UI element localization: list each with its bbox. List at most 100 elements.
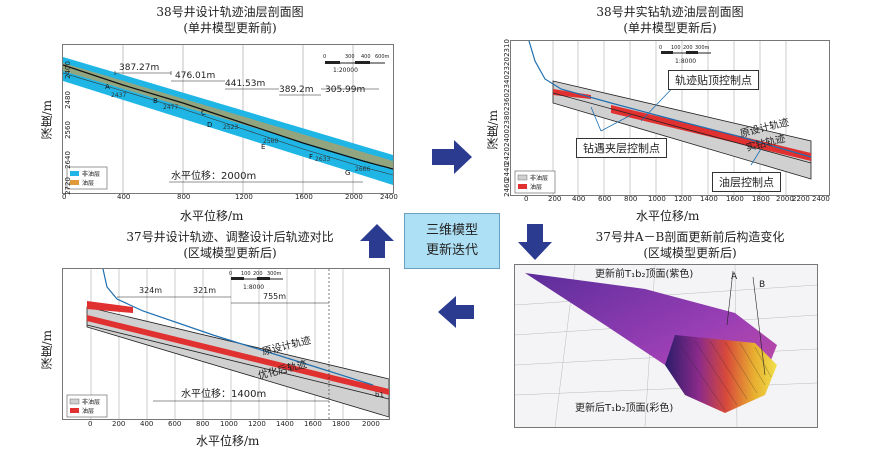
arrow-down-icon xyxy=(518,224,552,260)
tr-xtick: 1800 xyxy=(752,195,770,203)
tr-scale-tick-2: 200 xyxy=(683,45,693,51)
tl-annotation: 水平位移：2000m xyxy=(171,169,256,182)
br-top-label: 更新前T₁b₂顶面(紫色) xyxy=(595,267,693,280)
tr-xtick: 2000 xyxy=(776,195,794,203)
top-right-y-ticks: 2310 2320 2340 2360 2380 2400 2420 2440 … xyxy=(498,39,511,197)
bl-scale-tick-0: 0 xyxy=(229,271,232,277)
br-point-b: B xyxy=(759,280,765,290)
tr-ytick: 2460 xyxy=(502,179,511,197)
tl-point-d: D xyxy=(207,121,212,129)
seg5: 305.99m xyxy=(325,85,365,95)
tr-xtick: 1000 xyxy=(648,195,666,203)
bl-seg1: 324m xyxy=(139,286,162,295)
tr-scale-tick-0: 0 xyxy=(659,45,662,51)
tl-scale-tick-0: 0 xyxy=(323,54,326,60)
bl-xtick: 1600 xyxy=(304,420,322,428)
top-left-chart: 387.27m 476.01m 441.53m 389.2m 305.99m 2… xyxy=(62,44,394,194)
tr-xtick: 2400 xyxy=(812,195,830,203)
tr-scale: 1:8000 xyxy=(675,58,696,65)
tr-legend-nonoil: 非油层 xyxy=(530,174,548,182)
bottom-left-y-axis-title: 深度/m xyxy=(40,330,54,370)
tl-xtick: 0 xyxy=(62,193,67,201)
tl-xtick: 1600 xyxy=(295,193,313,201)
bl-xtick: 400 xyxy=(140,420,154,428)
callout-top-control: 轨迹贴顶控制点 xyxy=(668,70,759,90)
bl-seg2: 321m xyxy=(193,286,216,295)
bl-legend: 非油层 油层 xyxy=(66,394,108,418)
tl-depth-4: 2560 xyxy=(263,138,278,145)
tr-xtick: 400 xyxy=(572,195,586,203)
bl-scale: 1:8000 xyxy=(243,284,264,291)
br-bottom-label: 更新后T₁b₂顶面(彩色) xyxy=(575,401,673,414)
tr-oil-band xyxy=(611,105,811,161)
bottom-left-chart: 324m 321m 755m 原设计轨迹 优化后轨迹 b1 水平位移：1400m… xyxy=(62,268,390,420)
tl-depth-1: 2437 xyxy=(111,92,126,99)
bl-xtick: 1000 xyxy=(220,420,238,428)
tr-scale-tick-3: 300m xyxy=(695,45,710,51)
tl-scale: 1:20000 xyxy=(333,67,358,74)
tr-ytick: 2310 xyxy=(502,39,511,57)
tl-depth-2: 2477 xyxy=(163,104,178,111)
seg2: 476.01m xyxy=(175,71,215,81)
bl-xtick: 0 xyxy=(88,420,93,428)
top-right-svg: 原设计轨迹 实钻轨迹 1:8000 0 100 200 300m 非油层 油层 xyxy=(514,40,812,195)
tl-scale-tick-3: 600m xyxy=(375,54,390,60)
tl-depth-6: 2666 xyxy=(355,166,370,173)
tl-legend: 非油层 油层 xyxy=(66,166,108,190)
bl-xtick: 800 xyxy=(196,420,210,428)
tr-xtick: 2200 xyxy=(792,195,810,203)
top-left-cyan-band xyxy=(63,57,393,185)
tl-ytick: 2560 xyxy=(63,121,72,139)
bottom-right-title: 37号井A－B剖面更新前后构造变化 (区域模型更新后) xyxy=(540,229,840,261)
tl-legend-oil: 油层 xyxy=(82,179,94,187)
bottom-left-title: 37号井设计轨迹、调整设计后轨迹对比 (区域模型更新后) xyxy=(80,229,380,261)
tr-ytick: 2380 xyxy=(502,111,511,129)
bl-xtick: 2000 xyxy=(362,420,380,428)
bl-xtick: 1800 xyxy=(332,420,350,428)
tl-xtick: 800 xyxy=(177,193,191,201)
top-right-chart: 原设计轨迹 实钻轨迹 1:8000 0 100 200 300m 非油层 油层 xyxy=(510,40,830,196)
tl-xtick: 2400 xyxy=(380,193,398,201)
tr-scale-tick-1: 100 xyxy=(671,45,681,51)
bl-seg3: 755m xyxy=(263,292,286,301)
tr-xtick: 1400 xyxy=(700,195,718,203)
top-left-title-line1: 38号井设计轨迹油层剖面图 xyxy=(156,5,304,19)
tr-xtick: 1600 xyxy=(726,195,744,203)
bottom-left-svg: 324m 321m 755m 原设计轨迹 优化后轨迹 b1 水平位移：1400m… xyxy=(66,268,390,419)
bl-optimized-trajectory xyxy=(102,268,374,386)
tl-point-f: F xyxy=(309,153,313,161)
br-point-a: A xyxy=(731,272,738,282)
tl-xtick: 1200 xyxy=(235,193,253,201)
bl-oil-band xyxy=(87,315,389,395)
center-iteration-box: 三维模型 更新迭代 xyxy=(404,213,500,269)
seg1: 387.27m xyxy=(119,63,159,73)
bl-xtick: 1200 xyxy=(248,420,266,428)
tr-xtick: 600 xyxy=(598,195,612,203)
tr-xtick: 1200 xyxy=(674,195,692,203)
tr-xtick: 200 xyxy=(548,195,562,203)
top-right-title-line1: 38号井实钻轨迹油层剖面图 xyxy=(596,5,744,19)
top-left-y-axis-title: 深度/m xyxy=(40,100,54,140)
surface-after xyxy=(665,335,777,413)
bottom-left-x-axis-title: 水平位移/m xyxy=(196,434,260,448)
tr-actual-trajectory xyxy=(528,40,812,158)
tr-ytick: 2360 xyxy=(502,93,511,111)
center-line1: 三维模型 xyxy=(425,223,478,238)
tl-xtick: 2000 xyxy=(345,193,363,201)
tl-point-c: C xyxy=(201,109,206,117)
top-left-title: 38号井设计轨迹油层剖面图 (单井模型更新前) xyxy=(60,4,400,36)
seg4: 389.2m xyxy=(279,85,314,95)
tl-depth-3: 2523 xyxy=(223,124,238,131)
top-right-x-axis-title: 水平位移/m xyxy=(636,209,700,223)
tr-xtick: 800 xyxy=(624,195,638,203)
tr-legend: 非油层 油层 xyxy=(514,170,556,194)
bl-design-trajectory xyxy=(86,324,390,400)
tr-ytick: 2320 xyxy=(502,57,511,75)
tr-ytick: 2400 xyxy=(502,129,511,147)
bl-xtick: 600 xyxy=(168,420,182,428)
tl-point-e: E xyxy=(261,143,265,151)
bl-end-point: b1 xyxy=(375,391,384,399)
arrow-right-icon xyxy=(432,140,472,174)
tl-xtick: 400 xyxy=(117,193,131,201)
center-line2: 更新迭代 xyxy=(425,243,478,258)
